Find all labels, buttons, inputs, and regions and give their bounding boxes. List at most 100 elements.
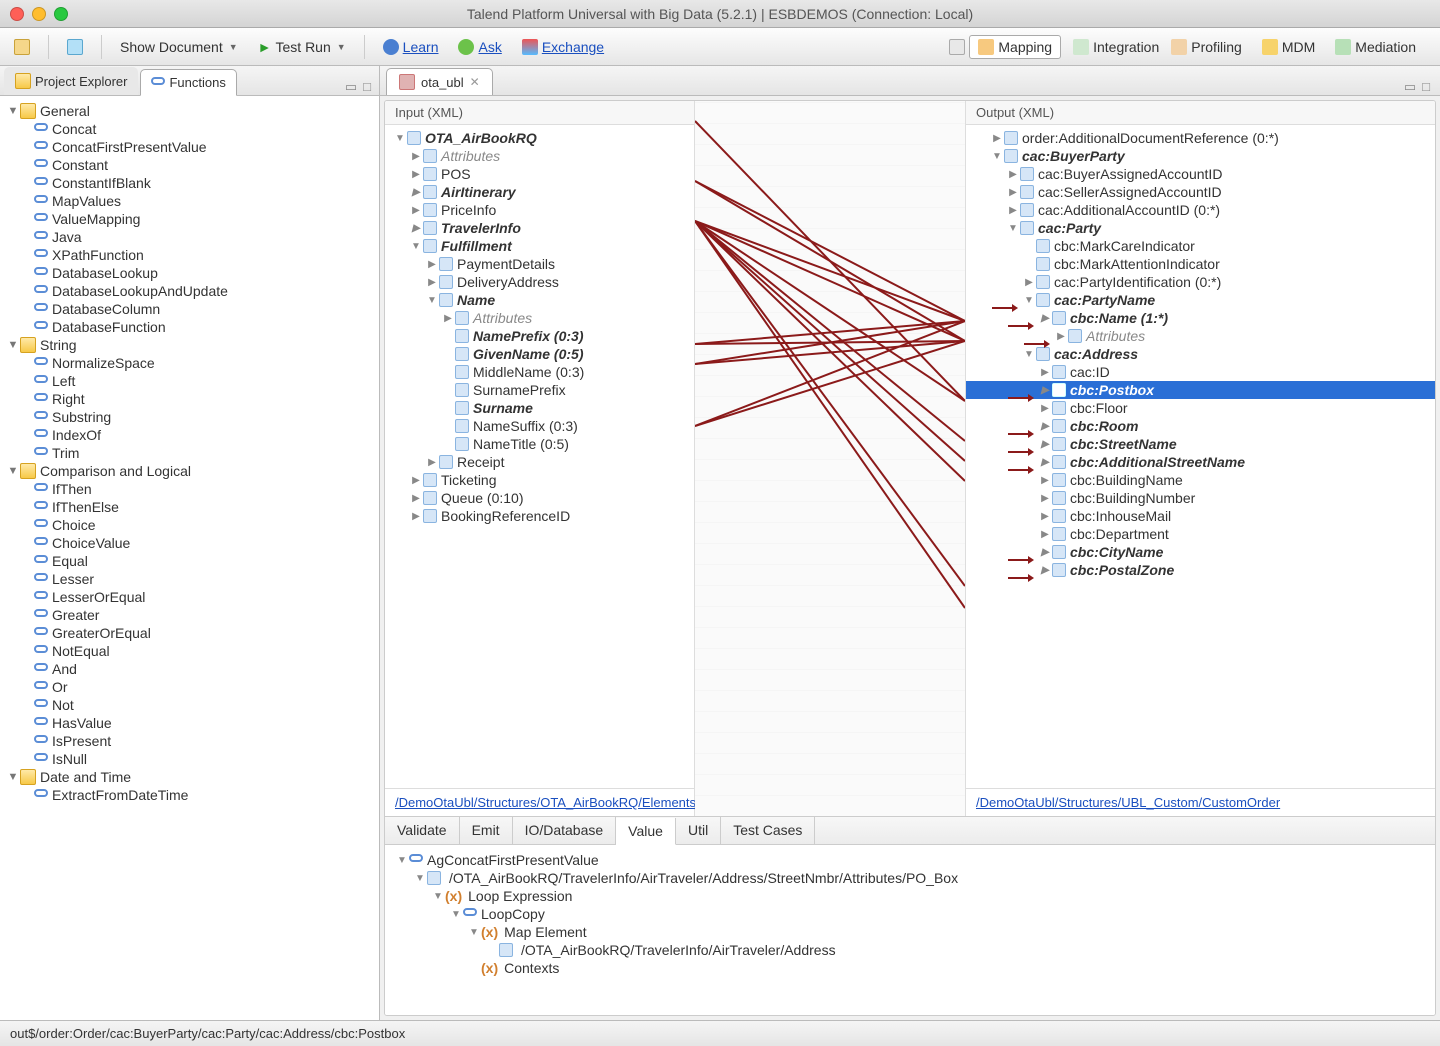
test-run-button[interactable]: ►Test Run▼	[252, 37, 352, 57]
close-window-icon[interactable]	[10, 7, 24, 21]
xml-node[interactable]: ▶cbc:AdditionalStreetName	[966, 453, 1435, 471]
xml-node[interactable]: ▶cbc:BuildingNumber	[966, 489, 1435, 507]
function-item[interactable]: LesserOrEqual	[0, 588, 379, 606]
bottom-tab[interactable]: IO/Database	[513, 817, 617, 844]
function-item[interactable]: IndexOf	[0, 426, 379, 444]
xml-node[interactable]: ▶TravelerInfo	[385, 219, 694, 237]
xml-node[interactable]: ▶cbc:BuildingName	[966, 471, 1435, 489]
xml-node[interactable]: ▶cac:SellerAssignedAccountID	[966, 183, 1435, 201]
xml-node[interactable]: cbc:MarkAttentionIndicator	[966, 255, 1435, 273]
xml-node[interactable]: Surname	[385, 399, 694, 417]
xml-node[interactable]: ▶PriceInfo	[385, 201, 694, 219]
bottom-tab[interactable]: Test Cases	[721, 817, 815, 844]
perspective-integration[interactable]: Integration Profiling MDM Mediation	[1065, 33, 1432, 61]
xml-node[interactable]: ▼Name	[385, 291, 694, 309]
function-item[interactable]: Constant	[0, 156, 379, 174]
function-item[interactable]: And	[0, 660, 379, 678]
xml-node[interactable]: ▶Attributes	[385, 147, 694, 165]
xml-node[interactable]: NameSuffix (0:3)	[385, 417, 694, 435]
perspective-profiling[interactable]: Profiling	[1163, 36, 1250, 58]
xml-node[interactable]: ▶BookingReferenceID	[385, 507, 694, 525]
xml-node[interactable]: ▶cbc:CityName	[966, 543, 1435, 561]
xml-node[interactable]: ▶cbc:StreetName	[966, 435, 1435, 453]
function-item[interactable]: HasValue	[0, 714, 379, 732]
xml-node[interactable]: NamePrefix (0:3)	[385, 327, 694, 345]
xml-node[interactable]: ▼cac:Party	[966, 219, 1435, 237]
xml-node[interactable]: SurnamePrefix	[385, 381, 694, 399]
xml-node[interactable]: ▶DeliveryAddress	[385, 273, 694, 291]
value-tree-node[interactable]: ▼AgConcatFirstPresentValue	[395, 851, 1425, 869]
tree-group[interactable]: ▼Comparison and Logical	[0, 462, 379, 480]
xml-node[interactable]: GivenName (0:5)	[385, 345, 694, 363]
close-tab-icon[interactable]: ✕	[470, 75, 480, 89]
function-item[interactable]: Greater	[0, 606, 379, 624]
xml-node[interactable]: ▶Ticketing	[385, 471, 694, 489]
xml-node[interactable]: MiddleName (0:3)	[385, 363, 694, 381]
tab-functions[interactable]: Functions	[140, 69, 236, 96]
function-item[interactable]: IsPresent	[0, 732, 379, 750]
xml-node[interactable]: ▶cac:PartyIdentification (0:*)	[966, 273, 1435, 291]
function-item[interactable]: IsNull	[0, 750, 379, 768]
function-item[interactable]: Right	[0, 390, 379, 408]
editor-tab-ota-ubl[interactable]: ota_ubl ✕	[386, 68, 493, 95]
xml-node[interactable]: ▶cac:AdditionalAccountID (0:*)	[966, 201, 1435, 219]
xml-node[interactable]: cbc:MarkCareIndicator	[966, 237, 1435, 255]
xml-node[interactable]: ▶cbc:PostalZone	[966, 561, 1435, 579]
bottom-tab[interactable]: Emit	[460, 817, 513, 844]
value-tree-node[interactable]: (x)Contexts	[395, 959, 1425, 977]
xml-node[interactable]: ▶cbc:InhouseMail	[966, 507, 1435, 525]
xml-node[interactable]: ▶cbc:Postbox	[966, 381, 1435, 399]
function-item[interactable]: ExtractFromDateTime	[0, 786, 379, 804]
ask-link[interactable]: Ask	[452, 37, 507, 57]
minimize-icon[interactable]: ▭	[345, 79, 357, 95]
value-tree-node[interactable]: /OTA_AirBookRQ/TravelerInfo/AirTraveler/…	[395, 941, 1425, 959]
output-structure-link[interactable]: /DemoOtaUbl/Structures/UBL_Custom/Custom…	[976, 795, 1280, 810]
function-item[interactable]: Left	[0, 372, 379, 390]
xml-node[interactable]: ▶cbc:Name (1:*)	[966, 309, 1435, 327]
function-item[interactable]: GreaterOrEqual	[0, 624, 379, 642]
xml-node[interactable]: ▶AirItinerary	[385, 183, 694, 201]
function-item[interactable]: Concat	[0, 120, 379, 138]
new-icon[interactable]	[8, 37, 36, 57]
function-item[interactable]: Not	[0, 696, 379, 714]
tree-group[interactable]: ▼String	[0, 336, 379, 354]
exchange-link[interactable]: Exchange	[516, 37, 610, 57]
function-item[interactable]: NotEqual	[0, 642, 379, 660]
function-item[interactable]: Trim	[0, 444, 379, 462]
xml-node[interactable]: ▼cac:BuyerParty	[966, 147, 1435, 165]
function-item[interactable]: ChoiceValue	[0, 534, 379, 552]
perspective-menu-icon[interactable]	[949, 39, 965, 55]
maximize-icon[interactable]: □	[363, 79, 371, 95]
function-item[interactable]: DatabaseFunction	[0, 318, 379, 336]
function-item[interactable]: Substring	[0, 408, 379, 426]
xml-node[interactable]: ▶cbc:Department	[966, 525, 1435, 543]
function-item[interactable]: IfThenElse	[0, 498, 379, 516]
xml-node[interactable]: ▶order:AdditionalDocumentReference (0:*)	[966, 129, 1435, 147]
value-tree-node[interactable]: ▼/OTA_AirBookRQ/TravelerInfo/AirTraveler…	[395, 869, 1425, 887]
xml-node[interactable]: ▶Receipt	[385, 453, 694, 471]
bottom-tab[interactable]: Util	[676, 817, 721, 844]
function-item[interactable]: XPathFunction	[0, 246, 379, 264]
xml-node[interactable]: ▶POS	[385, 165, 694, 183]
function-item[interactable]: Equal	[0, 552, 379, 570]
bottom-tab[interactable]: Value	[616, 818, 676, 845]
minimize-icon[interactable]: ▭	[1404, 79, 1416, 95]
xml-node[interactable]: ▼Fulfillment	[385, 237, 694, 255]
function-item[interactable]: Choice	[0, 516, 379, 534]
xml-node[interactable]: ▶Attributes	[966, 327, 1435, 345]
perspective-mapping[interactable]: Mapping	[969, 35, 1061, 59]
function-item[interactable]: ValueMapping	[0, 210, 379, 228]
function-item[interactable]: DatabaseLookupAndUpdate	[0, 282, 379, 300]
value-tree-node[interactable]: ▼LoopCopy	[395, 905, 1425, 923]
show-document-button[interactable]: Show Document▼	[114, 37, 244, 57]
function-item[interactable]: MapValues	[0, 192, 379, 210]
function-item[interactable]: IfThen	[0, 480, 379, 498]
xml-node[interactable]: ▶PaymentDetails	[385, 255, 694, 273]
xml-node[interactable]: ▼cac:PartyName	[966, 291, 1435, 309]
xml-node[interactable]: ▼OTA_AirBookRQ	[385, 129, 694, 147]
xml-node[interactable]: NameTitle (0:5)	[385, 435, 694, 453]
value-tree-node[interactable]: ▼(x)Loop Expression	[395, 887, 1425, 905]
xml-node[interactable]: ▶cac:BuyerAssignedAccountID	[966, 165, 1435, 183]
perspective-mediation[interactable]: Mediation	[1327, 36, 1424, 58]
xml-node[interactable]: ▶Attributes	[385, 309, 694, 327]
